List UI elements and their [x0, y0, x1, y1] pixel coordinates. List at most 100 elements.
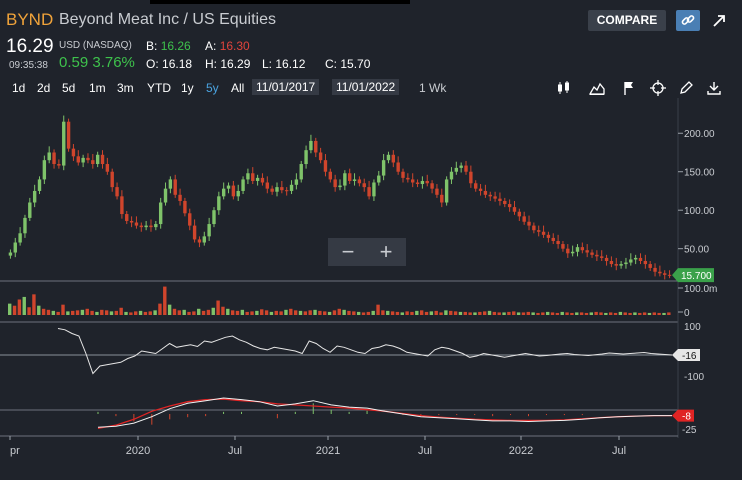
range-5y[interactable]: 5y — [206, 81, 219, 95]
volume-bar — [255, 310, 259, 315]
candle-body — [537, 230, 541, 232]
volume-bar — [376, 304, 380, 315]
range-1y[interactable]: 1y — [181, 81, 194, 95]
volume-bar — [134, 311, 138, 315]
volume-bar — [109, 311, 114, 315]
volume-series — [8, 286, 671, 315]
range-2d[interactable]: 2d — [37, 81, 51, 95]
candle-body — [139, 225, 143, 228]
oscillator-tag-label: -16 — [682, 351, 697, 362]
candle-body — [289, 184, 294, 191]
candle-body — [207, 224, 211, 237]
range-3m[interactable]: 3m — [117, 81, 134, 95]
volume-bar — [366, 311, 371, 315]
flag-icon[interactable] — [621, 80, 637, 96]
range-1m[interactable]: 1m — [89, 81, 106, 95]
candle-body — [600, 256, 604, 258]
axis-labels: 200.00 150.00 100.00 50.00 15.700 100.0m 0 100 -… — [9, 129, 717, 457]
candle-body — [638, 257, 643, 261]
volume-bar — [216, 300, 220, 315]
candle-body — [440, 194, 444, 203]
candle-body — [362, 183, 366, 188]
price-chart[interactable]: 200.00 150.00 100.00 50.00 15.700 100.0m 0 100 -… — [0, 98, 742, 477]
volume-bar — [61, 304, 65, 315]
candle-body — [474, 183, 478, 189]
volume-bar — [579, 312, 584, 315]
candle-body — [91, 160, 95, 165]
volume-bar — [269, 311, 274, 315]
volume-bar — [250, 311, 254, 315]
candle-body — [386, 154, 391, 161]
volume-bar — [516, 312, 521, 315]
volume-bar — [386, 310, 390, 315]
candle-body — [561, 244, 565, 249]
volume-bar — [71, 310, 75, 315]
volume-bar — [119, 307, 123, 315]
to-date-input[interactable]: 11/01/2022 — [332, 79, 400, 95]
pencil-icon[interactable] — [678, 80, 694, 96]
volume-bar — [410, 311, 414, 315]
candle-body — [551, 237, 555, 241]
zoom-controls: − + — [328, 238, 406, 266]
expand-arrow-icon[interactable] — [710, 12, 728, 30]
candle-body — [197, 239, 202, 243]
candle-body — [498, 198, 502, 201]
volume-bar — [449, 310, 453, 315]
download-icon[interactable] — [706, 80, 722, 96]
volume-bar — [32, 294, 36, 315]
volume-bar — [468, 312, 472, 315]
volume-bar — [37, 305, 41, 315]
range-ytd[interactable]: YTD — [147, 81, 171, 95]
volume-bar — [85, 308, 89, 315]
time-tick-label: Jul — [228, 445, 242, 457]
crosshair-icon[interactable] — [650, 80, 666, 96]
zoom-in-button[interactable]: + — [379, 239, 393, 264]
candle-body — [406, 177, 410, 180]
from-date-input[interactable]: 11/01/2017 — [252, 79, 320, 95]
volume-bar — [492, 311, 497, 315]
volume-bar — [444, 310, 448, 315]
volume-bar — [138, 310, 143, 315]
volume-bar — [153, 310, 157, 315]
mountain-chart-icon[interactable] — [588, 80, 605, 96]
macd-line — [97, 397, 672, 428]
volume-bar — [201, 310, 206, 315]
candle-body — [512, 207, 517, 212]
interval-select[interactable]: 1 Wk — [419, 81, 447, 95]
range-1d[interactable]: 1d — [12, 81, 26, 95]
candle-body — [294, 179, 299, 185]
candle-body — [435, 188, 439, 195]
volume-bar — [618, 311, 623, 315]
top-strip — [0, 0, 742, 6]
volume-bar — [95, 311, 99, 315]
volume-bar — [419, 310, 424, 315]
price-change: 0.59 3.76% — [59, 54, 135, 71]
volume-bar — [482, 311, 487, 315]
candle-body — [168, 179, 173, 189]
candle-body — [643, 260, 648, 265]
volume-bar — [323, 311, 327, 315]
link-icon[interactable] — [676, 10, 700, 31]
volume-bar — [124, 311, 128, 315]
volume-bar — [400, 312, 404, 315]
range-all[interactable]: All — [231, 81, 245, 95]
compare-button[interactable]: COMPARE — [588, 10, 666, 31]
low-value: 16.12 — [275, 57, 306, 71]
zoom-out-button[interactable]: − — [341, 239, 355, 264]
range-5d[interactable]: 5d — [62, 81, 76, 95]
volume-bar — [342, 309, 346, 315]
candle-body — [663, 273, 667, 275]
ticker-symbol: BYND — [6, 10, 54, 29]
close-quote: C: 15.70 — [325, 57, 370, 71]
candle-body — [221, 188, 226, 197]
candle-body — [129, 220, 134, 223]
volume-bar — [647, 312, 652, 315]
volume-bar — [555, 312, 560, 315]
volume-bar — [17, 299, 22, 315]
last-price: 16.29 — [6, 36, 54, 57]
candlestick-icon[interactable] — [556, 80, 572, 96]
volume-bar — [313, 309, 317, 315]
volume-bar — [356, 311, 361, 315]
candle-body — [202, 236, 206, 243]
candle-body — [217, 196, 221, 211]
